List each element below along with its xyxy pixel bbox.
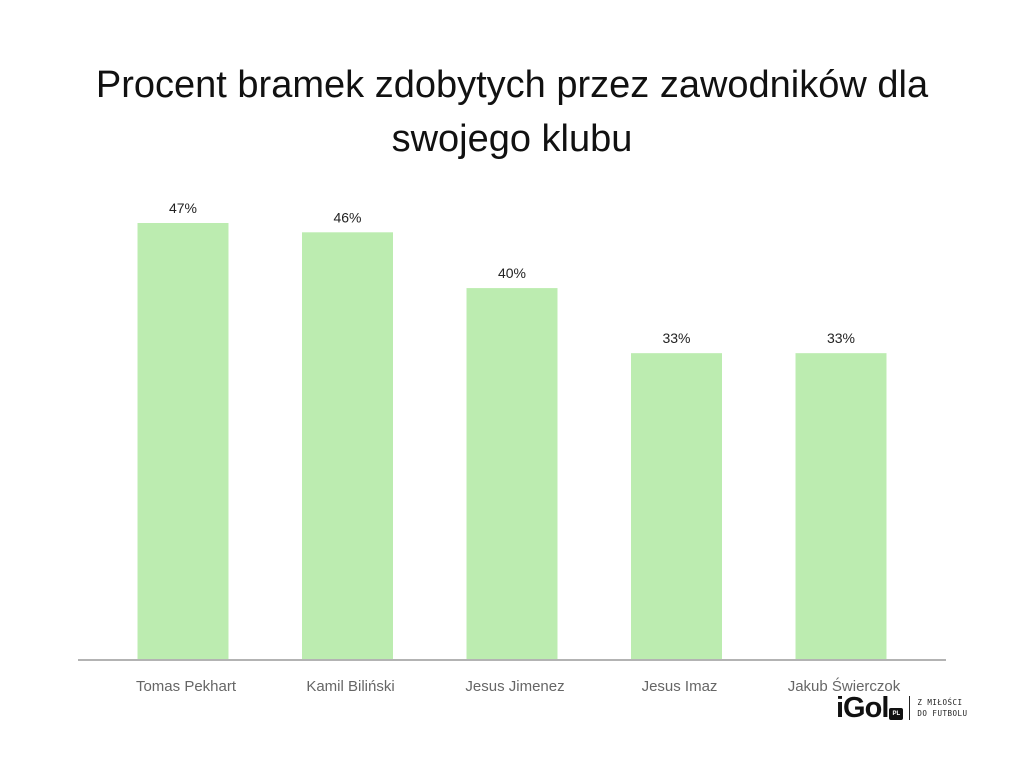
category-label-1: Tomas Pekhart xyxy=(136,678,237,695)
logo-wordmark: iGol xyxy=(836,691,889,724)
logo-tagline-line-2: DO FUTBOLU xyxy=(917,709,968,718)
bars-group xyxy=(137,223,887,661)
igol-logo: iGol PL Z MIŁOŚCI DO FUTBOLU xyxy=(836,690,996,726)
bar-5 xyxy=(795,353,887,660)
value-label-1: 47% xyxy=(169,200,197,216)
category-labels-group: Tomas Pekhart Kamil Biliński Jesus Jimenez… xyxy=(136,677,901,695)
logo-tagline: Z MIŁOŚCI DO FUTBOLU xyxy=(917,697,967,719)
bar-3 xyxy=(466,288,558,660)
category-label-5: Jakub Świerczok xyxy=(788,677,901,695)
category-label-2: Kamil Biliński xyxy=(306,678,394,695)
value-label-5: 33% xyxy=(827,330,855,346)
category-label-3: Jesus Jimenez xyxy=(465,678,564,695)
bar-2 xyxy=(302,232,393,661)
value-labels-group: 47% 46% 40% 33% 33% xyxy=(169,200,855,346)
category-label-4: Jesus Imaz xyxy=(642,678,718,695)
bar-1 xyxy=(137,223,229,660)
logo-badge: PL xyxy=(889,708,904,720)
logo-divider xyxy=(909,696,911,720)
bar-4 xyxy=(631,353,722,660)
value-label-4: 33% xyxy=(662,330,690,346)
logo-tagline-line-1: Z MIŁOŚCI xyxy=(917,698,963,707)
value-label-2: 46% xyxy=(333,209,361,225)
value-label-3: 40% xyxy=(498,265,526,281)
chart-title: Procent bramek zdobytych przez zawodnikó… xyxy=(95,64,929,160)
